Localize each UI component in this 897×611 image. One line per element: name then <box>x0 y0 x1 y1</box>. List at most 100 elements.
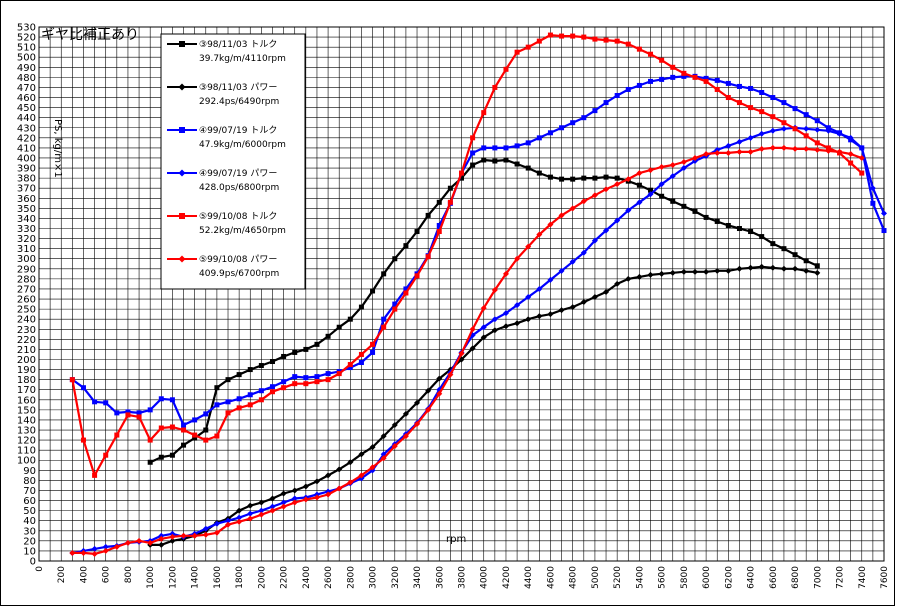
data-point <box>414 420 421 427</box>
data-point <box>436 199 442 205</box>
data-point <box>858 154 865 161</box>
x-tick-label: 800 <box>124 566 134 583</box>
data-point <box>92 472 98 478</box>
x-tick-label: 6600 <box>769 566 779 589</box>
data-point <box>758 130 765 137</box>
data-point <box>525 316 532 323</box>
y-tick-label: 470 <box>17 83 36 94</box>
data-point <box>680 159 687 166</box>
data-point <box>280 490 287 497</box>
data-point <box>603 174 609 180</box>
data-point <box>758 263 765 270</box>
y-tick-label: 500 <box>17 53 36 64</box>
data-point <box>636 182 642 188</box>
x-tick-label: 1600 <box>213 566 223 589</box>
y-tick-label: 20 <box>23 536 36 547</box>
data-point <box>659 193 665 199</box>
data-point <box>370 341 376 347</box>
data-point <box>514 143 520 149</box>
legend-sublabel: 292.4ps/6490rpm <box>199 97 279 107</box>
data-point <box>102 547 109 554</box>
data-point <box>559 33 565 39</box>
data-point <box>770 114 776 120</box>
y-tick-label: 160 <box>17 395 36 406</box>
x-tick-label: 3400 <box>413 566 423 589</box>
y-tick-label: 260 <box>17 295 36 306</box>
legend-label: ③98/11/03 パワー <box>199 82 277 93</box>
chart-title: ギヤ比補正あり <box>41 27 139 43</box>
data-point <box>480 324 487 331</box>
data-point <box>370 349 376 355</box>
x-tick-label: 3600 <box>435 566 445 589</box>
legend: ③98/11/03 トルク 39.7kg/m/4110rpm ③98/11/03 パ… <box>160 33 306 290</box>
data-point <box>803 112 809 118</box>
data-point <box>803 267 810 274</box>
data-point <box>759 109 765 115</box>
data-point <box>792 106 798 112</box>
data-point <box>169 533 176 540</box>
data-point <box>291 499 298 506</box>
legend-sublabel: 409.9ps/6700rpm <box>199 269 279 279</box>
x-tick-label: 6200 <box>724 566 734 589</box>
y-tick-label: 10 <box>23 546 36 557</box>
data-point <box>725 142 732 149</box>
data-point <box>158 425 164 431</box>
y-tick-label: 330 <box>17 224 36 235</box>
data-point <box>492 158 498 164</box>
data-point <box>303 381 309 387</box>
data-point <box>158 535 165 542</box>
y-tick-label: 180 <box>17 375 36 386</box>
data-point <box>380 455 387 462</box>
data-point <box>881 210 887 217</box>
data-point <box>714 146 721 153</box>
y-tick-label: 220 <box>17 335 36 346</box>
data-point <box>491 327 498 334</box>
data-point <box>447 199 453 205</box>
data-point <box>658 270 665 277</box>
data-point <box>481 110 487 116</box>
data-point <box>392 256 398 262</box>
data-point <box>147 407 153 413</box>
y-tick-label: 510 <box>17 43 36 54</box>
data-point <box>403 286 409 292</box>
y-tick-label: 300 <box>17 254 36 265</box>
data-point <box>569 258 576 265</box>
y-tick-label: 0 <box>30 557 36 568</box>
data-point <box>869 185 876 192</box>
y-tick-label: 390 <box>17 164 36 175</box>
data-point <box>614 175 620 181</box>
y-tick-label: 100 <box>17 456 36 467</box>
x-tick-label: 7600 <box>880 566 890 589</box>
data-point <box>91 545 98 552</box>
data-point <box>692 208 698 214</box>
data-point <box>670 74 676 80</box>
data-point <box>125 412 131 418</box>
data-point <box>648 78 654 84</box>
data-point <box>225 517 232 524</box>
data-point <box>547 130 553 136</box>
data-point <box>236 518 243 525</box>
data-point <box>514 161 520 167</box>
y-tick-label: 140 <box>17 415 36 426</box>
data-point <box>558 307 565 314</box>
x-tick-label: 6800 <box>791 566 801 589</box>
data-point <box>536 170 542 176</box>
data-point <box>503 157 509 163</box>
data-point <box>381 316 387 322</box>
x-tick-label: 7000 <box>813 566 823 589</box>
data-point <box>858 144 865 151</box>
data-point <box>470 150 476 156</box>
data-point <box>758 145 765 152</box>
data-point <box>380 433 387 440</box>
y-tick-labels: 0102030405060708090100110120130140150160… <box>17 23 36 568</box>
y-tick-label: 120 <box>17 436 36 447</box>
data-point <box>636 170 643 177</box>
data-point <box>625 275 632 282</box>
y-tick-label: 460 <box>17 93 36 104</box>
y-tick-label: 190 <box>17 365 36 376</box>
data-point <box>402 410 409 417</box>
data-point <box>347 362 353 368</box>
data-point <box>581 115 587 121</box>
data-point <box>292 374 298 380</box>
data-point <box>147 437 153 443</box>
